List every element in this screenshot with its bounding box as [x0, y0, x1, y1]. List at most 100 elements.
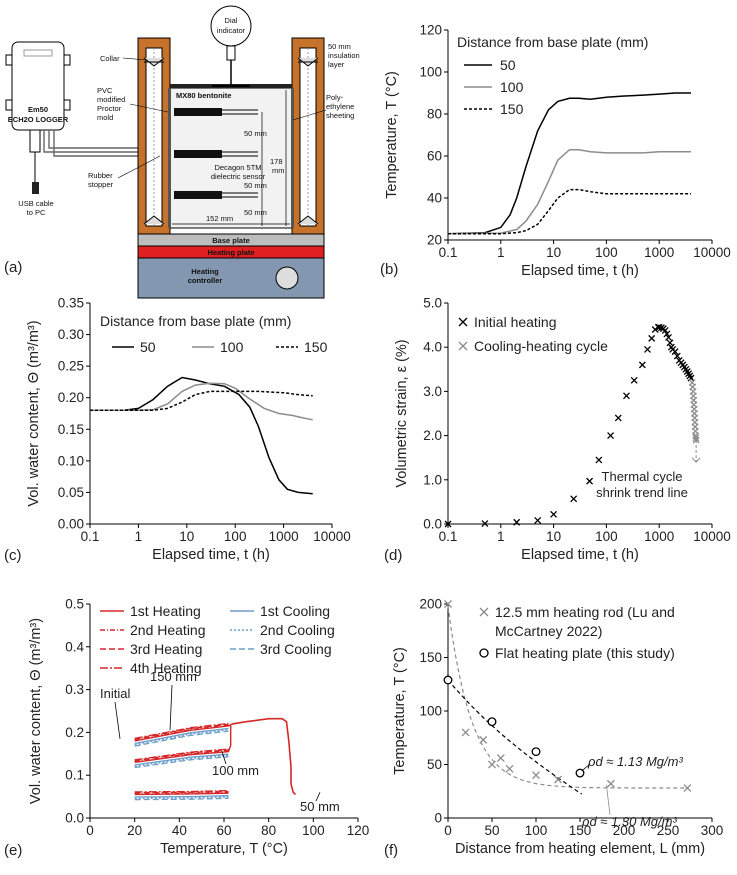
x-tick-label: 10000 [693, 529, 731, 544]
dial-label: indicator [217, 26, 246, 35]
x-tick-label: 20 [127, 823, 142, 838]
panel-label-b: (b) [380, 261, 398, 278]
x-tick-label: 10 [179, 529, 194, 544]
heating-curve [134, 725, 229, 742]
insulation-label: layer [328, 60, 345, 69]
cooling-curve [134, 796, 229, 799]
y-tick-label: 0.10 [58, 453, 84, 468]
x-tick-label: 40 [172, 823, 187, 838]
legend-marker [479, 648, 489, 658]
y-tick-label: 40 [427, 191, 442, 206]
heating-curve [134, 724, 229, 741]
panel-label-d: (d) [384, 547, 402, 564]
dimension-label: mm [272, 166, 285, 175]
annotation-label: Thermal cycle [602, 469, 683, 484]
sensor-label: dielectric sensor [211, 172, 266, 181]
annotation-arrow [114, 701, 121, 739]
rod-trend-line [447, 606, 688, 789]
data-point [648, 334, 656, 342]
panel-label-a: (a) [4, 259, 22, 276]
y-tick-label: 0.1 [65, 768, 84, 783]
usb-plug [32, 182, 39, 194]
y-tick-label: 0.35 [58, 296, 84, 311]
sensor-1 [174, 108, 222, 116]
mold-label: PVC [97, 86, 113, 95]
legend-label: McCartney 2022) [495, 623, 602, 639]
cooling-curve [134, 753, 229, 766]
legend-marker [458, 317, 468, 327]
y-tick-label: 0.15 [58, 422, 84, 437]
stopper-label: Rubber [88, 171, 113, 180]
sheeting-label: ethylene [326, 102, 354, 111]
y-tick-label: 200 [419, 597, 442, 612]
legend-label: Flat heating plate (this study) [495, 645, 675, 661]
y-tick-label: 4.0 [423, 340, 442, 355]
chart-e-water-content-vs-temperature: 0 20 40 60 80 100 120 0.0 0.1 0.2 0.3 0.4 0.5 Tempera… [4, 597, 369, 860]
data-point [623, 392, 630, 400]
mold-label: modified [97, 95, 125, 104]
legend-label: 2nd Cooling [260, 622, 335, 638]
wing-nut [143, 215, 165, 225]
legend-label: 2nd Heating [130, 622, 206, 638]
series-line-100 [447, 148, 691, 235]
annotation-arrow [606, 784, 611, 816]
y-tick-label: 80 [427, 107, 442, 122]
logger-display [23, 49, 53, 57]
data-point [630, 376, 638, 384]
data-point [532, 771, 540, 780]
chart-d-volumetric-strain-vs-time: 0.1 1 10 100 1000 10000 0.0 1.0 2.0 3.0 4.0 5.0 Elap… [384, 296, 731, 565]
annotation-arrow [581, 763, 591, 772]
usb-label: to PC [27, 208, 46, 217]
logger-box [11, 41, 65, 131]
cooling-curve [134, 797, 229, 801]
usb-cable [29, 130, 41, 182]
controller-knob [275, 266, 299, 290]
heating-curve [134, 790, 229, 794]
data-point [663, 330, 671, 338]
y-tick-label: 120 [419, 23, 442, 38]
y-tick-label: 0.00 [58, 517, 84, 532]
annotation-arrow [169, 684, 173, 731]
x-axis-label: Temperature, T (°C) [160, 841, 288, 857]
data-point [655, 323, 663, 331]
legend-label: 50 [140, 339, 156, 355]
series-line-100 [90, 382, 313, 421]
data-point [513, 518, 521, 526]
annotation-arrow [315, 792, 321, 802]
mold-label: mold [97, 113, 113, 122]
data-point [683, 784, 692, 792]
y-tick-label: 0.0 [423, 517, 442, 532]
x-tick-label: 0 [444, 823, 452, 838]
mold-wall [291, 88, 294, 228]
sensor-label: Decagon 5TM [214, 163, 261, 172]
annotation-label: 100 mm [212, 763, 259, 778]
dimension-label: 50 mm [244, 129, 267, 138]
data-point [692, 434, 700, 442]
x-axis-label: Distance from heating element, L (mm) [455, 841, 705, 857]
density-label: ρd ≈ 1.13 Mg/m³ [587, 754, 683, 769]
y-tick-label: 0.05 [58, 485, 84, 500]
stopper-label: stopper [88, 180, 114, 189]
cooling-curve [134, 727, 229, 745]
x-tick-label: 1000 [644, 529, 674, 544]
data-point [661, 326, 669, 334]
y-tick-label: 0 [434, 811, 442, 826]
data-point [461, 728, 470, 737]
heating-curve [134, 791, 229, 795]
legend-label: 3rd Heating [130, 641, 202, 657]
legend-label: 3rd Cooling [260, 641, 332, 657]
data-point [488, 760, 496, 769]
x-tick-label: 80 [261, 823, 276, 838]
y-tick-label: 1.0 [423, 472, 442, 487]
y-axis-label: Volumetric strain, ε (%) [394, 339, 410, 487]
legend-label: Cooling-heating cycle [474, 338, 608, 354]
data-point [671, 348, 679, 356]
y-tick-label: 20 [427, 233, 442, 248]
sheeting-label: Poly- [326, 93, 344, 102]
heating-curve [134, 722, 229, 740]
leader-line [117, 155, 161, 179]
data-point [550, 510, 558, 518]
legend-label: 1st Cooling [260, 603, 330, 619]
x-tick-label: 60 [216, 823, 231, 838]
x-tick-label: 10000 [693, 245, 731, 260]
